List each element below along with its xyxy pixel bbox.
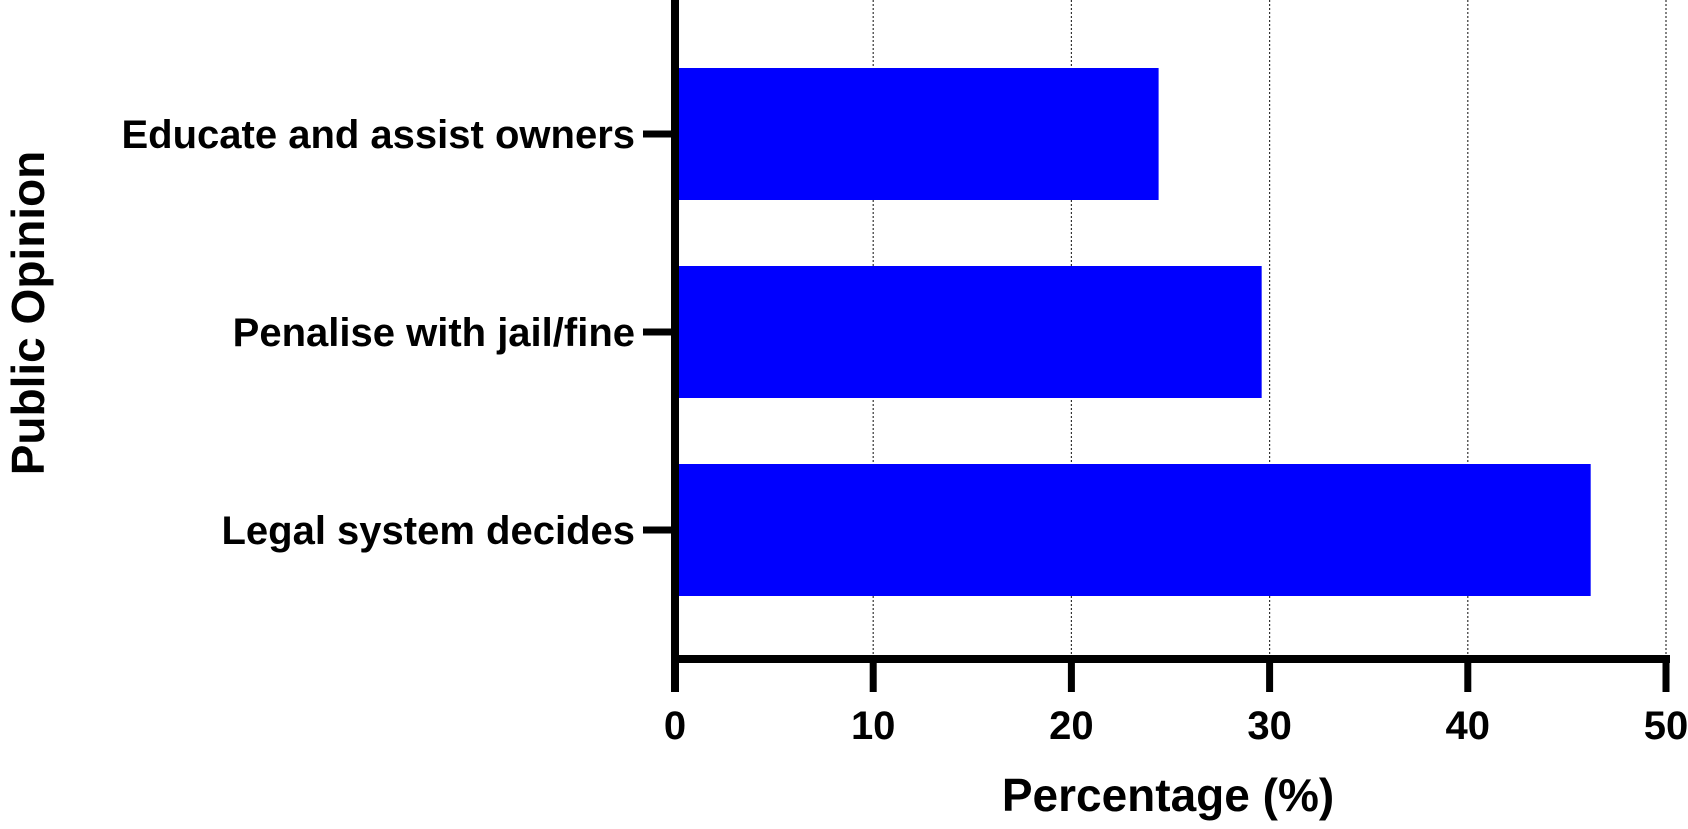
x-tick-label-10: 10 (851, 704, 896, 748)
labels: Percentage (%) Public Opinion Educate an… (2, 113, 1688, 821)
x-tick-label-50: 50 (1644, 704, 1688, 748)
x-axis-title: Percentage (%) (1002, 769, 1334, 821)
x-tick-label-30: 30 (1247, 704, 1292, 748)
y-tick-label-0: Educate and assist owners (121, 113, 635, 157)
y-tick-label-2: Legal system decides (221, 509, 635, 553)
y-tick-label-1: Penalise with jail/fine (233, 311, 635, 355)
bar-0 (675, 68, 1159, 200)
bar-1 (675, 266, 1262, 398)
axes (643, 0, 1670, 692)
x-tick-label-40: 40 (1446, 704, 1491, 748)
bar-2 (675, 464, 1591, 596)
x-tick-label-20: 20 (1049, 704, 1094, 748)
x-tick-label-0: 0 (664, 704, 686, 748)
y-axis-title: Public Opinion (2, 151, 54, 476)
bars (675, 68, 1591, 596)
